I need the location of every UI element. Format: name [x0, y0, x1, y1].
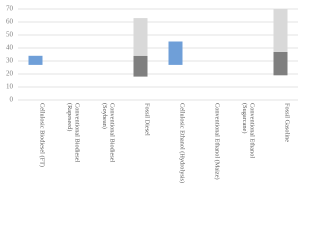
y-tick-label: 60 [6, 18, 14, 26]
y-tick-label: 70 [6, 5, 14, 13]
y-tick-label: 20 [6, 70, 14, 78]
y-tick-label: 50 [6, 31, 14, 39]
x-tick-label: Conventional Ethanol (Sugarcane) [241, 103, 256, 159]
x-tick-label: Conventional Biodiesel (Soybean) [101, 103, 116, 163]
bar-segment [273, 51, 288, 76]
y-tick-label: 0 [10, 96, 14, 104]
x-tick-label: Fossil Gasoline [283, 103, 291, 143]
x-tick-label: Conventional Biodiesel (Rapeseed) [66, 103, 81, 163]
plot: 0 10 20 30 40 50 60 70 [6, 5, 298, 104]
y-tick-label: 40 [6, 44, 14, 52]
bar-segment [273, 9, 288, 52]
y-tick-label: 10 [6, 83, 14, 91]
x-tick-label: Cellulosic Ethanol (Hydrolysis) [178, 103, 186, 184]
x-tick-label: Cellulosic Biodiesel (FT) [38, 103, 46, 168]
y-tick-label: 30 [6, 57, 14, 65]
chart: 0 10 20 30 40 50 60 70 Cellulosic Biodiesel (FT… [6, 5, 298, 184]
bar-segment [133, 18, 148, 56]
x-tick-label: Conventional Ethanol (Maize) [213, 103, 221, 180]
bar-segment [168, 41, 183, 65]
bar-segment [28, 55, 43, 65]
bar-segment [133, 55, 148, 77]
x-tick-label: Fossil Diesel [143, 103, 151, 136]
